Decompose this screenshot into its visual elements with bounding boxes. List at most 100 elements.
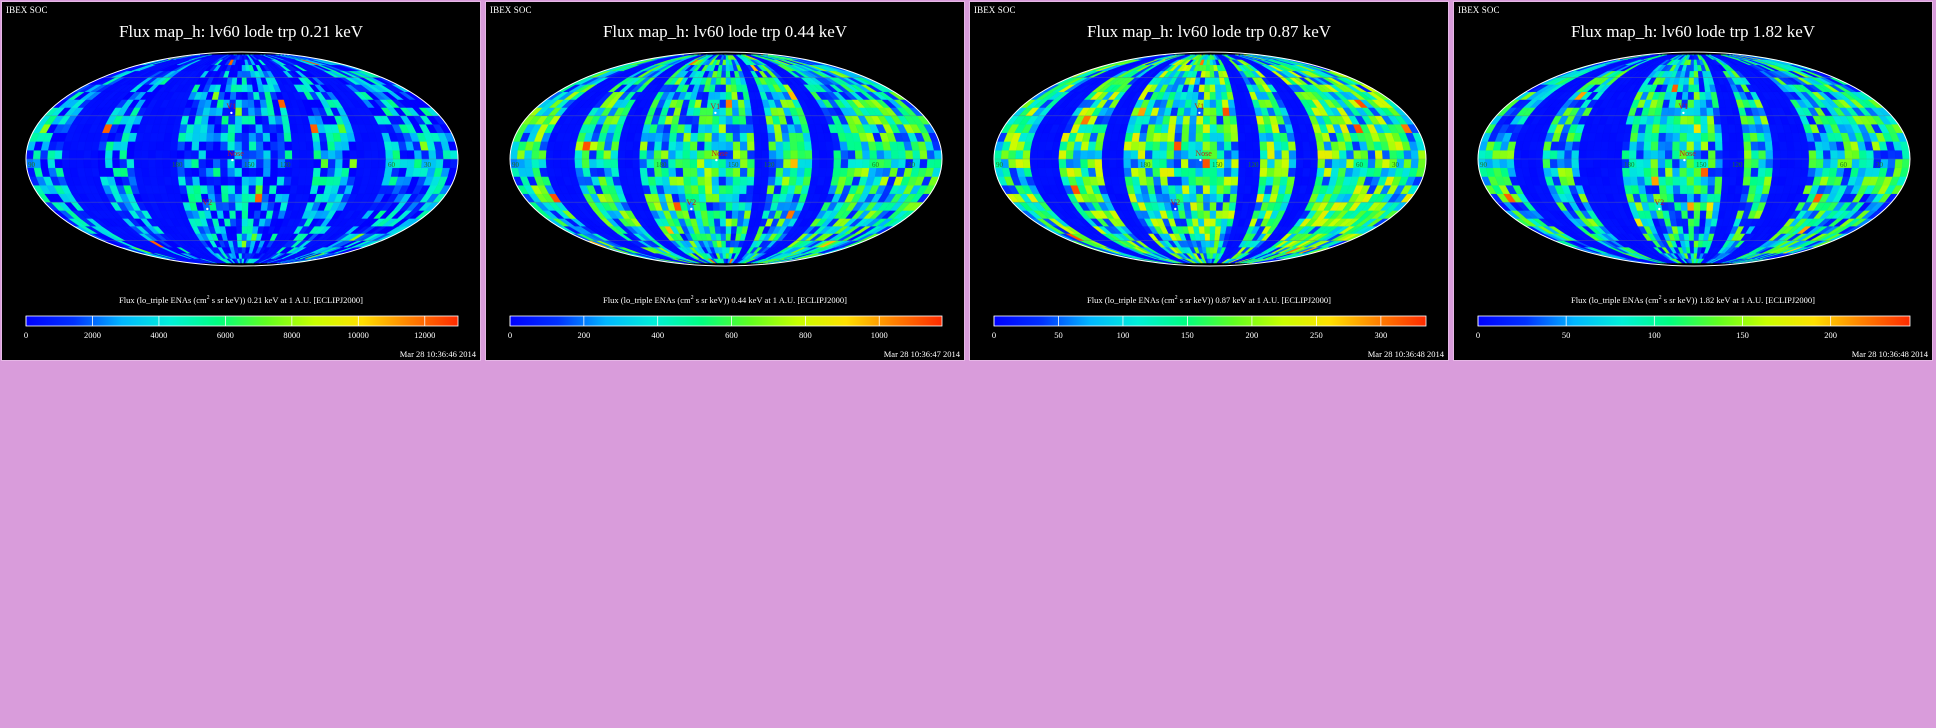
flux-pixel bbox=[716, 70, 723, 78]
flux-pixel bbox=[234, 176, 243, 186]
flux-pixel bbox=[134, 141, 143, 151]
flux-pixel bbox=[1174, 176, 1183, 186]
flux-pixel bbox=[334, 167, 343, 177]
flux-pixel bbox=[26, 150, 35, 160]
flux-pixel bbox=[775, 167, 784, 177]
flux-pixel bbox=[574, 158, 583, 168]
flux-pixel bbox=[162, 141, 172, 151]
flux-pixel bbox=[83, 150, 92, 160]
flux-pixel bbox=[739, 185, 748, 195]
flux-pixel bbox=[776, 158, 784, 168]
flux-pixel bbox=[819, 150, 828, 160]
flux-pixel bbox=[789, 141, 798, 151]
flux-pixel bbox=[248, 193, 256, 203]
flux-pixel bbox=[832, 141, 842, 151]
flux-pixel bbox=[732, 115, 740, 125]
flux-pixel bbox=[704, 123, 713, 133]
flux-pixel bbox=[221, 115, 230, 125]
flux-pixel bbox=[1258, 176, 1268, 186]
flux-pixel bbox=[1196, 193, 1204, 203]
flux-pixel bbox=[1116, 167, 1125, 177]
flux-pixel bbox=[747, 141, 755, 151]
flux-pixel bbox=[1309, 141, 1318, 151]
flux-pixel bbox=[716, 240, 723, 248]
flux-pixel bbox=[803, 167, 813, 177]
flux-pixel bbox=[1231, 158, 1240, 168]
flux-pixel bbox=[227, 158, 236, 168]
flux-pixel bbox=[811, 141, 820, 151]
ibex-soc-label: IBEX SOC bbox=[974, 5, 1016, 15]
flux-pixel bbox=[255, 141, 264, 151]
flux-pixel bbox=[1131, 132, 1141, 142]
flux-pixel bbox=[718, 193, 727, 203]
flux-pixel bbox=[299, 150, 308, 160]
flux-pixel bbox=[725, 132, 734, 142]
flux-pixel bbox=[1317, 150, 1326, 160]
flux-pixel bbox=[248, 141, 257, 151]
flux-pixel bbox=[1094, 150, 1103, 160]
flux-pixel bbox=[1316, 167, 1326, 177]
flux-pixel bbox=[712, 115, 720, 125]
flux-pixel bbox=[262, 176, 271, 186]
flux-pixel bbox=[1223, 123, 1232, 133]
flux-pixel bbox=[690, 176, 699, 186]
flux-pixel bbox=[610, 141, 620, 151]
flux-pixel bbox=[725, 225, 732, 234]
flux-pixel bbox=[732, 202, 740, 211]
flux-pixel bbox=[61, 150, 70, 160]
flux-pixel bbox=[148, 141, 157, 151]
flux-pixel bbox=[774, 176, 784, 186]
flux-pixel bbox=[567, 150, 576, 160]
flux-pixel bbox=[227, 185, 236, 195]
flux-pixel bbox=[236, 77, 243, 85]
flux-pixel bbox=[740, 158, 748, 168]
map-outline bbox=[25, 51, 459, 267]
flux-pixel bbox=[1202, 132, 1211, 142]
flux-pixel bbox=[1159, 150, 1168, 160]
flux-pixel bbox=[1131, 176, 1141, 186]
flux-pixel bbox=[177, 132, 187, 142]
flux-pixel bbox=[712, 202, 720, 211]
flux-pixel bbox=[588, 150, 598, 160]
flux-pixel bbox=[732, 123, 741, 133]
flux-pixel bbox=[1044, 158, 1053, 168]
flux-pixel bbox=[76, 158, 85, 168]
flux-pixel bbox=[712, 193, 720, 203]
flux-pixel bbox=[1167, 132, 1176, 142]
flux-pixel bbox=[155, 167, 165, 177]
flux-pixel bbox=[155, 158, 164, 168]
flux-pixel bbox=[112, 158, 121, 168]
flux-pixel bbox=[213, 185, 222, 195]
flux-pixel bbox=[1182, 193, 1191, 203]
flux-pixel bbox=[1196, 202, 1204, 211]
flux-pixel bbox=[283, 132, 292, 142]
flux-pixel bbox=[624, 150, 633, 160]
flux-pixel bbox=[298, 141, 307, 151]
flux-pixel bbox=[1274, 150, 1283, 160]
flux-pixel bbox=[1324, 150, 1333, 160]
flux-pixel bbox=[119, 150, 128, 160]
flux-pixel bbox=[1198, 225, 1206, 234]
flux-pixel bbox=[292, 150, 300, 160]
flux-pixel bbox=[531, 158, 540, 168]
flux-pixel bbox=[191, 141, 200, 151]
colorbar-tick-label: 4000 bbox=[150, 330, 167, 340]
flux-pixel bbox=[235, 91, 243, 100]
flux-pixel bbox=[177, 176, 187, 186]
flux-pixel bbox=[248, 107, 256, 116]
flux-pixel bbox=[442, 150, 452, 160]
flux-pixel bbox=[198, 167, 207, 177]
flux-pixel bbox=[1174, 185, 1183, 195]
flux-pixel bbox=[1281, 150, 1290, 160]
flux-pixel bbox=[97, 158, 106, 168]
flux-pixel bbox=[1216, 115, 1224, 125]
colorbar-caption: Flux (lo_triple ENAs (cm2 s sr keV)) 0.4… bbox=[486, 295, 964, 305]
flux-pixel bbox=[1302, 167, 1311, 177]
flux-pixel bbox=[363, 150, 372, 160]
flux-pixel bbox=[516, 150, 526, 160]
flux-pixel bbox=[1183, 202, 1192, 211]
flux-pixel bbox=[1072, 158, 1082, 168]
flux-pixel bbox=[725, 115, 734, 125]
flux-pixel bbox=[560, 150, 569, 160]
